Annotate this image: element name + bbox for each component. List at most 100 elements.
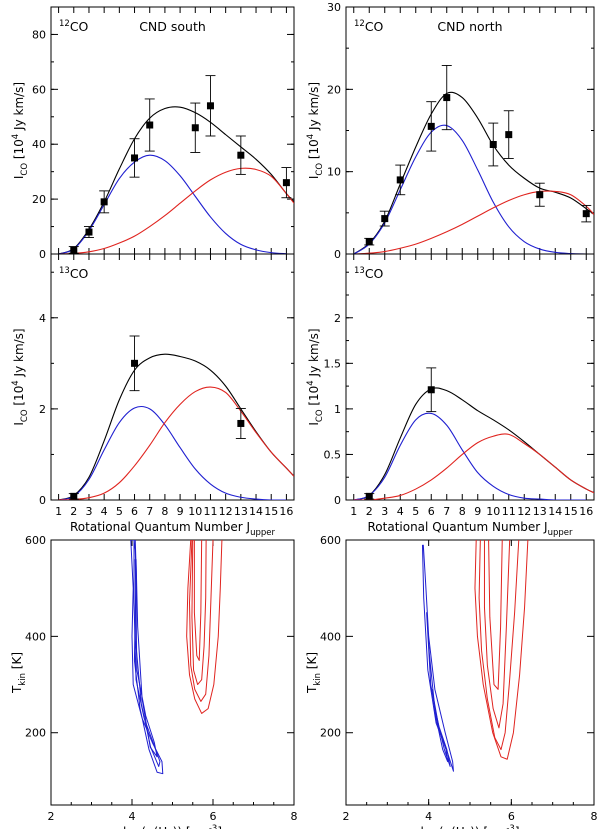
y-tick-label: 0	[39, 248, 46, 261]
x-tick-label: 2	[366, 505, 373, 518]
y-axis-label-part: Jy km/s]	[307, 328, 321, 380]
y-tick-label: 400	[25, 630, 46, 643]
data-point	[396, 176, 404, 184]
y-axis-label-part: Jy km/s]	[12, 82, 26, 134]
x-tick-label: 3	[381, 505, 388, 518]
contour-high-component	[186, 540, 223, 714]
y-tick-label: 0.5	[324, 448, 342, 461]
species-label: 13CO	[354, 266, 384, 281]
x-tick-label: 5	[116, 505, 123, 518]
x-axis-label-part: upper	[548, 528, 573, 538]
y-tick-label: 4	[39, 312, 46, 325]
x-tick-label: 16	[279, 505, 293, 518]
x-tick-label: 6	[131, 505, 138, 518]
x-axis-label: Rotational Quantum Number Jupper	[70, 520, 275, 538]
x-axis-label-part: )) [cm	[173, 825, 209, 829]
y-tick-label: 200	[25, 727, 46, 740]
x-axis-label-part: log(n(H	[123, 825, 167, 829]
x-tick-label: 11	[203, 505, 217, 518]
species-label-part: CO	[70, 266, 89, 281]
axes-frame	[50, 539, 295, 806]
contour-low-component	[133, 540, 161, 767]
data-point	[237, 419, 245, 427]
x-tick-label: 8	[591, 810, 598, 823]
y-tick-label: 1	[334, 403, 341, 416]
x-tick-label: 4	[129, 810, 136, 823]
contour-low-component	[431, 689, 449, 763]
x-axis-label-part: log(n(H	[420, 825, 464, 829]
data-point	[70, 246, 78, 254]
species-label: 12CO	[59, 19, 89, 34]
x-tick-label: 2	[48, 810, 55, 823]
y-axis-label-part: 4	[11, 380, 21, 385]
axes-frame	[50, 6, 295, 255]
y-axis-label-part: 4	[306, 380, 316, 385]
curve-total	[353, 387, 594, 500]
x-tick-label: 14	[249, 505, 263, 518]
data-point	[191, 124, 199, 132]
panel-p13n: 00.511.521 2 3 4 5 6 7 8 9 10 11 12 13 14 15 16Rotation…	[306, 253, 595, 538]
contour-high-component	[483, 540, 511, 729]
x-tick-label: 15	[564, 505, 578, 518]
curve-high	[58, 386, 294, 500]
axes-frame	[345, 539, 595, 806]
y-tick-label: 1.5	[324, 357, 342, 370]
species-label-part: 13	[354, 266, 365, 276]
y-axis-label: ICO [104 Jy km/s]	[11, 328, 30, 425]
y-axis-label-part: [10	[12, 386, 26, 410]
x-axis-label: log(n(H2)) [cm-3]	[420, 824, 519, 829]
y-axis-label-part: Jy km/s]	[307, 82, 321, 134]
y-axis-label-part: [10	[12, 139, 26, 163]
curve-high	[353, 433, 594, 500]
data-point	[131, 359, 139, 367]
y-tick-label: 0	[334, 248, 341, 261]
x-axis-label-part: -3	[209, 824, 217, 829]
y-axis-label-part: [K]	[10, 652, 24, 673]
x-tick-label: 6	[508, 810, 515, 823]
y-axis-label-part: T	[305, 685, 319, 694]
contour-high-component	[189, 540, 214, 702]
y-tick-label: 2	[39, 403, 46, 416]
x-tick-label: 8	[459, 505, 466, 518]
curve-total	[353, 91, 594, 254]
x-axis-label-part: -3	[506, 824, 514, 829]
contour-high-component	[193, 540, 203, 661]
contour-high-component	[474, 540, 529, 760]
x-tick-label: 10	[486, 505, 500, 518]
x-axis-label-part: upper	[250, 528, 275, 538]
curve-low	[58, 405, 287, 500]
x-axis-label-part: ]	[515, 825, 520, 829]
x-tick-label: 2	[70, 505, 77, 518]
y-axis-label: ICO [104 Jy km/s]	[306, 82, 325, 179]
y-tick-label: 40	[32, 138, 46, 151]
x-axis-label: log(n(H2)) [cm-3]	[123, 824, 222, 829]
x-tick-label: 8	[161, 505, 168, 518]
x-tick-label: 10	[188, 505, 202, 518]
curve-low	[353, 412, 587, 500]
x-tick-label: 8	[291, 810, 298, 823]
x-tick-label: 7	[443, 505, 450, 518]
data-point	[427, 122, 435, 130]
y-tick-label: 20	[32, 193, 46, 206]
y-axis-label-part: kin	[18, 673, 28, 686]
y-tick-label: 20	[327, 83, 341, 96]
species-label: 13CO	[59, 266, 89, 281]
x-tick-label: 1	[350, 505, 357, 518]
panel-cs: 200 400 600 2 4 6 8 log(n(H2)) [cm-3] Tkin [K]	[10, 534, 298, 829]
y-axis-label-part: CO	[315, 163, 325, 176]
contour-low-component	[426, 612, 451, 767]
data-point	[365, 492, 373, 500]
x-tick-label: 13	[533, 505, 547, 518]
y-tick-label: 0	[334, 494, 341, 507]
y-tick-label: 30	[327, 1, 341, 14]
data-point	[70, 492, 78, 500]
data-point	[100, 198, 108, 206]
panel-title: CND north	[437, 19, 502, 34]
data-point	[85, 228, 93, 236]
curve-high	[58, 167, 294, 254]
y-axis-label-part: 4	[306, 134, 316, 139]
x-tick-label: 3	[85, 505, 92, 518]
data-point	[365, 238, 373, 246]
